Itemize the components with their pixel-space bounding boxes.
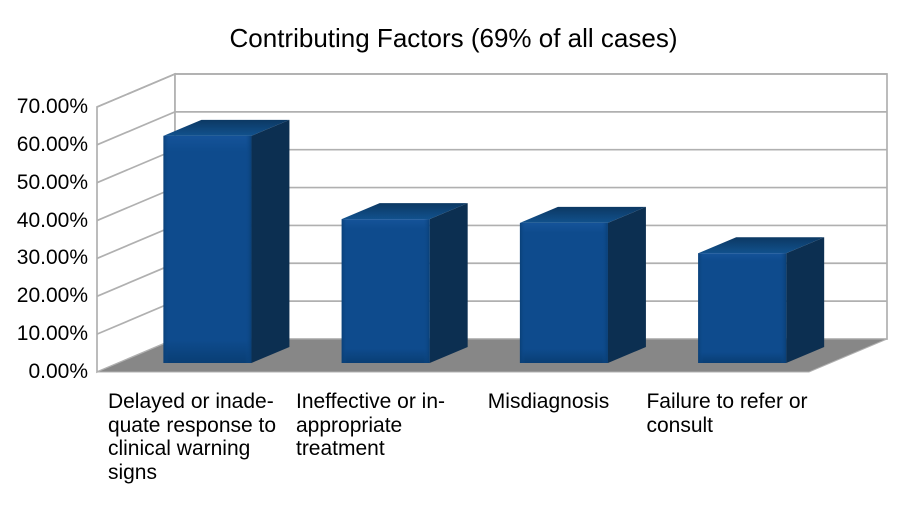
bar bbox=[698, 237, 825, 363]
y-tick-label: 40.00% bbox=[16, 208, 88, 232]
y-tick-label: 70.00% bbox=[16, 94, 88, 118]
bar-front-face-shading bbox=[341, 219, 430, 363]
y-tick-label: 10.00% bbox=[16, 322, 88, 346]
bar-side-face bbox=[251, 119, 290, 363]
bar-top-face bbox=[341, 203, 468, 220]
bar-top-face bbox=[519, 206, 646, 223]
left-wall bbox=[96, 72, 176, 374]
y-tick-label: 0.00% bbox=[28, 360, 88, 383]
bar-front-face-shading bbox=[698, 253, 787, 363]
bar bbox=[519, 206, 646, 363]
bar-top-face bbox=[698, 237, 825, 254]
bar-side-face bbox=[607, 206, 646, 363]
y-tick-label: 50.00% bbox=[16, 170, 88, 194]
bar-front-face-shading bbox=[163, 135, 252, 363]
chart-floor bbox=[96, 338, 888, 373]
gridline bbox=[96, 110, 887, 146]
category-label: Delayed or inade- quate response to clin… bbox=[107, 390, 277, 484]
bar bbox=[341, 203, 468, 363]
bar-side-face bbox=[429, 203, 468, 363]
gridline bbox=[96, 73, 887, 108]
y-tick-label: 30.00% bbox=[16, 246, 88, 270]
bar bbox=[163, 119, 290, 363]
bar-front-face-shading bbox=[519, 222, 608, 363]
category-label: Failure to refer or consult bbox=[646, 390, 808, 437]
category-label: Misdiagnosis bbox=[487, 390, 610, 413]
y-tick-label: 60.00% bbox=[16, 132, 88, 156]
y-tick-label: 20.00% bbox=[16, 284, 88, 308]
chart-title: Contributing Factors (69% of all cases) bbox=[229, 23, 678, 53]
bar-top-face bbox=[163, 119, 290, 136]
bar-side-face bbox=[786, 237, 825, 363]
category-label: Ineffective or in- appropriate treatment bbox=[295, 390, 446, 460]
